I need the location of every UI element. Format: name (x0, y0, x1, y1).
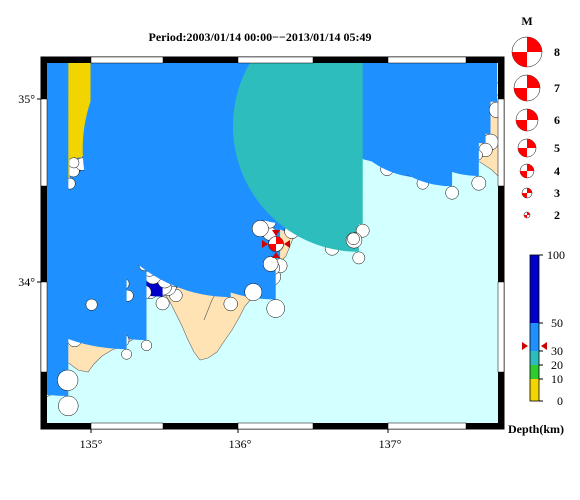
event-symbol (235, 57, 247, 64)
lat-label-34: 34° (18, 275, 35, 289)
event-symbols (41, 0, 504, 417)
lon-label-135: 135° (80, 437, 103, 451)
lon-label-137: 137° (379, 437, 402, 451)
magnitude-legend-symbol (523, 211, 531, 219)
magnitude-legend-label: 5 (554, 141, 560, 155)
event-symbol (443, 57, 456, 65)
event-symbol (313, 1, 340, 56)
depth-tick-30: 30 (551, 344, 563, 358)
magnitude-legend-symbol (521, 187, 533, 199)
event-symbol (329, 0, 355, 52)
depth-marker-left (522, 342, 528, 350)
magnitude-legend-symbol (519, 163, 535, 179)
magnitude-legend-label: 6 (554, 113, 560, 127)
depth-tick-100: 100 (547, 248, 565, 262)
magnitude-legend-symbol (511, 36, 543, 68)
event-symbol (327, 1, 354, 54)
depth-unit-label: Depth(km) (508, 422, 564, 436)
depth-tick-10: 10 (551, 372, 563, 386)
depth-tick-50: 50 (551, 316, 563, 330)
magnitude-legend-label: 7 (554, 81, 560, 95)
event-symbol (150, 57, 269, 238)
magnitude-legend-symbol (517, 138, 537, 158)
magnitude-legend-label: 2 (554, 208, 560, 222)
lat-label-35: 35° (18, 92, 35, 106)
map-title: Period:2003/01/14 00:00−−2013/01/14 05:4… (148, 30, 372, 44)
magnitude-legend-header: M (521, 14, 532, 28)
event-symbol (207, 0, 232, 49)
depth-bar-0-10 (530, 379, 539, 401)
magnitude-legend-symbol (513, 74, 541, 102)
event-symbol (237, 57, 360, 246)
magnitude-legend-symbol (515, 108, 539, 132)
magnitude-legend-label: 8 (554, 45, 560, 59)
map-frame (37, 56, 505, 433)
event-symbol (327, 57, 338, 59)
event-symbol (41, 57, 48, 288)
mainshock-symbol (262, 230, 290, 258)
event-symbol (204, 0, 231, 54)
magnitude-legend-label: 3 (554, 186, 560, 200)
depth-tick-0: 0 (557, 394, 563, 408)
depth-bar-30-50 (530, 323, 539, 351)
magnitude-legend-label: 4 (554, 164, 560, 178)
depth-legend: 100 50 30 20 10 0 Depth(km) (508, 248, 565, 436)
event-symbol (377, 0, 405, 55)
event-symbol (389, 57, 402, 62)
depth-marker-right (541, 342, 547, 350)
event-symbol (366, 1, 394, 57)
depth-tick-20: 20 (551, 358, 563, 372)
event-symbol (41, 57, 79, 391)
depth-bar-10-20 (530, 365, 539, 379)
event-symbol (273, 0, 298, 50)
event-symbol (288, 0, 316, 57)
depth-bar-20-30 (530, 351, 539, 365)
event-symbol (390, 57, 487, 191)
depth-bar-50-100 (530, 255, 539, 323)
magnitude-legend: M 8 7 6 5 4 3 2 (511, 14, 560, 222)
lon-label-136: 136° (229, 437, 252, 451)
event-symbol (333, 57, 349, 62)
